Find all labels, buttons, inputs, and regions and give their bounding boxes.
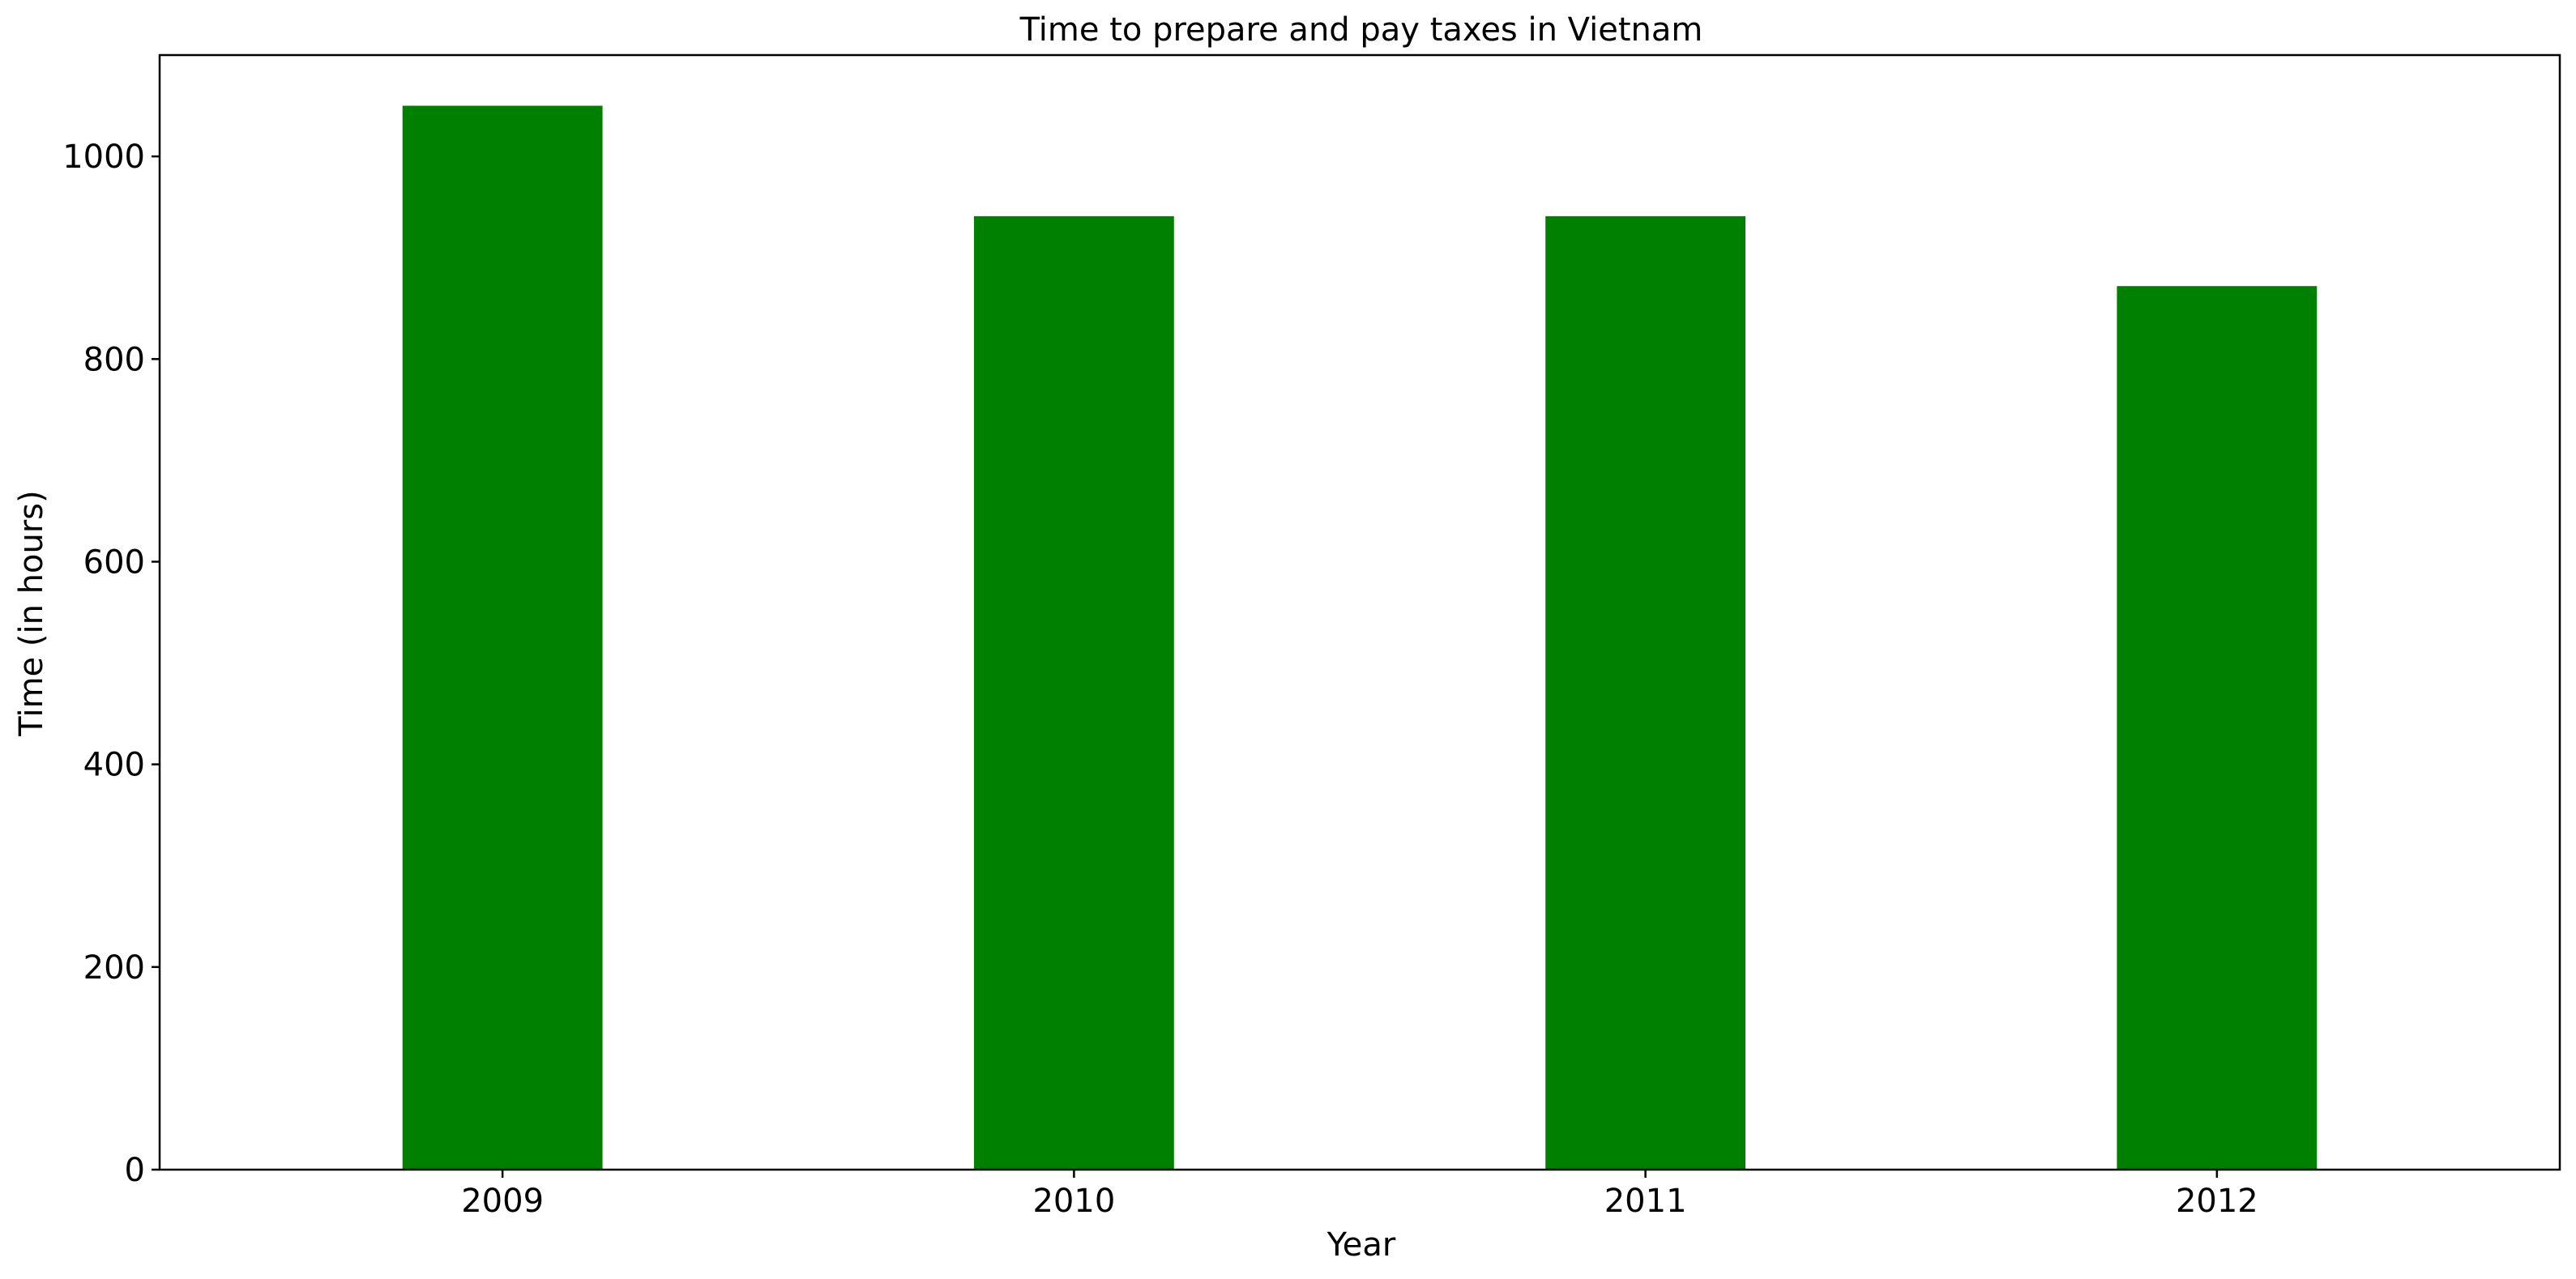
y-tick-label: 1000 [62,139,145,176]
bar-2011 [1545,215,1746,1170]
y-tick-label: 600 [83,544,145,581]
chart-title: Time to prepare and pay taxes in Vietnam [1019,11,1703,49]
x-tick-label: 2009 [461,1183,544,1220]
y-axis: 0 200 400 600 800 1000 [62,139,160,1189]
bar-2010 [973,215,1174,1170]
bars-layer [402,105,2318,1170]
x-axis: 2009 2010 2011 2012 [461,1170,2258,1220]
y-axis-label: Time (in hours) [13,490,50,736]
y-tick-label: 400 [83,747,145,784]
x-axis-label: Year [1326,1226,1396,1264]
bar-2009 [402,105,603,1170]
x-tick-label: 2010 [1032,1183,1115,1220]
plot-area-frame [158,53,2561,1171]
y-tick-label: 0 [125,1152,145,1189]
x-tick-label: 2011 [1604,1183,1687,1220]
y-tick-label: 800 [83,341,145,378]
x-tick-label: 2012 [2176,1183,2258,1220]
bar-2012 [2117,286,2318,1170]
y-tick-label: 200 [83,949,145,987]
